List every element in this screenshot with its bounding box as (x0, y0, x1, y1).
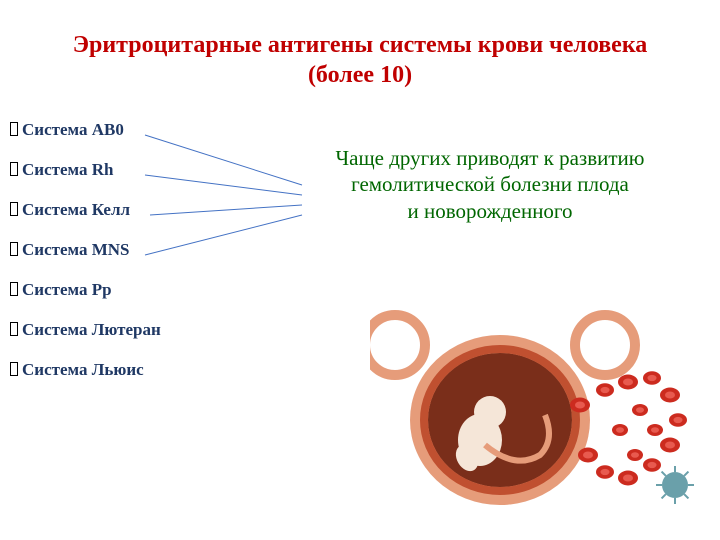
desc-line1: Чаще других приводят к развитию (336, 146, 645, 170)
list-item-label: Система Льюис (22, 360, 144, 380)
list-item: Система Льюис (10, 360, 240, 380)
title-line2: (более 10) (308, 62, 412, 88)
virus-spike (662, 494, 666, 498)
blood-cell-icon (643, 458, 661, 472)
desc-line2: гемолитической болезни плода (351, 172, 629, 196)
virus-spike (684, 472, 688, 476)
bullet-icon (10, 122, 18, 136)
list-item-label: Система MNS (22, 240, 130, 260)
bullet-icon (10, 322, 18, 336)
list-item-label: Система Рр (22, 280, 112, 300)
bullet-icon (10, 162, 18, 176)
list-item-label: Система Лютеран (22, 320, 161, 340)
blood-cell-icon (669, 413, 687, 427)
fetus-illustration (370, 310, 695, 510)
slide: Эритроцитарные антигены системы крови че… (0, 0, 720, 540)
slide-title: Эритроцитарные антигены системы крови че… (0, 30, 720, 90)
blood-cell-icon (596, 465, 614, 479)
list-item: Система MNS (10, 240, 240, 260)
virus-spike (684, 494, 688, 498)
virus-icon (662, 472, 688, 498)
title-line1: Эритроцитарные антигены системы крови че… (73, 32, 648, 58)
tube-left-icon (370, 315, 425, 375)
blood-cell-icon (612, 424, 628, 436)
list-item-label: Система Rh (22, 160, 113, 180)
list-item: Система Лютеран (10, 320, 240, 340)
bullet-icon (10, 242, 18, 256)
list-item: Система Rh (10, 160, 240, 180)
blood-cell-icon (660, 438, 680, 453)
bullet-icon (10, 282, 18, 296)
blood-cell-icon (647, 424, 663, 436)
blood-cell-icon (632, 404, 648, 416)
desc-line3: и новорожденного (407, 199, 572, 223)
tube-right-icon (575, 315, 635, 375)
bullet-icon (10, 362, 18, 376)
blood-cell-icon (596, 383, 614, 397)
blood-cell-icon (627, 449, 643, 461)
blood-cell-icon (643, 371, 661, 385)
virus-spike (662, 472, 666, 476)
blood-cell-icon (570, 398, 590, 413)
bullet-icon (10, 202, 18, 216)
list-item: Система Рр (10, 280, 240, 300)
blood-cell-icon (578, 448, 598, 463)
fetus-illustration-svg (370, 310, 695, 510)
blood-cell-icon (618, 375, 638, 390)
list-item-label: Система АВ0 (22, 120, 124, 140)
list-item: Система АВ0 (10, 120, 240, 140)
systems-list: Система АВ0 Система Rh Система Келл Система… (10, 120, 240, 400)
list-item-label: Система Келл (22, 200, 130, 220)
blood-cell-icon (618, 471, 638, 486)
list-item: Система Келл (10, 200, 240, 220)
description-text: Чаще других приводят к развитию гемолити… (290, 145, 690, 224)
blood-cell-icon (660, 388, 680, 403)
